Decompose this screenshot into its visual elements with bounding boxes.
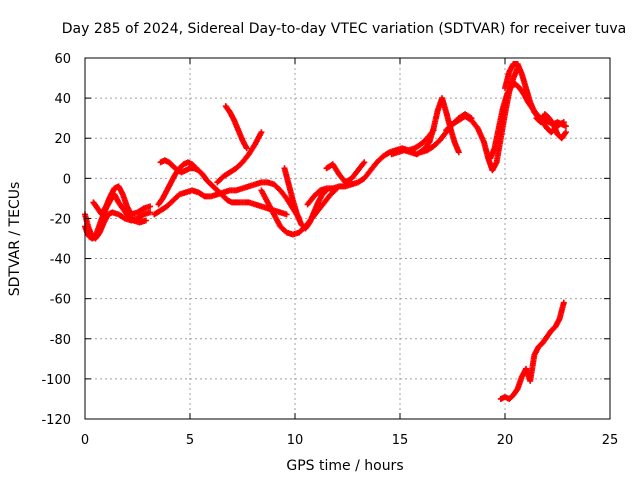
x-tick-label: 25 — [602, 433, 619, 448]
x-tick-label: 0 — [81, 433, 89, 448]
y-tick-label: 20 — [54, 132, 71, 147]
data-point — [361, 159, 368, 166]
data-point — [455, 149, 462, 156]
x-tick-label: 15 — [392, 433, 409, 448]
series-arc-12 — [323, 159, 368, 186]
y-tick-label: -40 — [50, 253, 71, 268]
series-arc-10 — [281, 165, 330, 232]
plot-frame — [84, 57, 611, 420]
x-tick-label: 20 — [497, 433, 514, 448]
data-point — [147, 203, 154, 210]
y-tick-label: -100 — [41, 373, 71, 388]
series-arc-7 — [222, 103, 250, 152]
tick-layer: 0 5 10 15 20 25 -120 -100 -80 -60 -40 -20 0 20 40 60 — [41, 52, 618, 448]
data-point — [562, 123, 569, 130]
series-arc-9 — [258, 185, 340, 238]
y-tick-label: -120 — [41, 413, 71, 428]
series-arc-3 — [90, 183, 154, 218]
series-arc-18 — [533, 111, 569, 142]
y-tick-label: -60 — [50, 293, 71, 308]
series-arc-8 — [214, 129, 265, 186]
series-arc-17 — [502, 61, 567, 136]
x-tick-label: 10 — [287, 433, 304, 448]
y-tick-label: 40 — [54, 92, 71, 107]
y-tick-label: -80 — [50, 333, 71, 348]
y-tick-label: 60 — [54, 52, 71, 67]
series-arc-19 — [497, 299, 567, 402]
chart-title: Day 285 of 2024, Sidereal Day-to-day VTE… — [62, 21, 626, 37]
data-point — [258, 129, 265, 136]
series-arc-6 — [157, 157, 290, 218]
y-tick-label: 0 — [63, 172, 71, 187]
data-point — [560, 299, 567, 306]
series-arc-11 — [304, 127, 437, 208]
x-axis-label: GPS time / hours — [286, 458, 403, 474]
data-point — [142, 217, 149, 224]
data-point — [560, 119, 567, 126]
y-axis-label: SDTVAR / TECUs — [7, 182, 23, 297]
data-point — [147, 209, 154, 216]
data-point — [562, 129, 569, 136]
data-layer — [82, 61, 569, 402]
data-point — [283, 211, 290, 218]
data-point — [243, 145, 250, 152]
y-tick-label: -20 — [50, 212, 71, 227]
x-tick-label: 5 — [186, 433, 194, 448]
